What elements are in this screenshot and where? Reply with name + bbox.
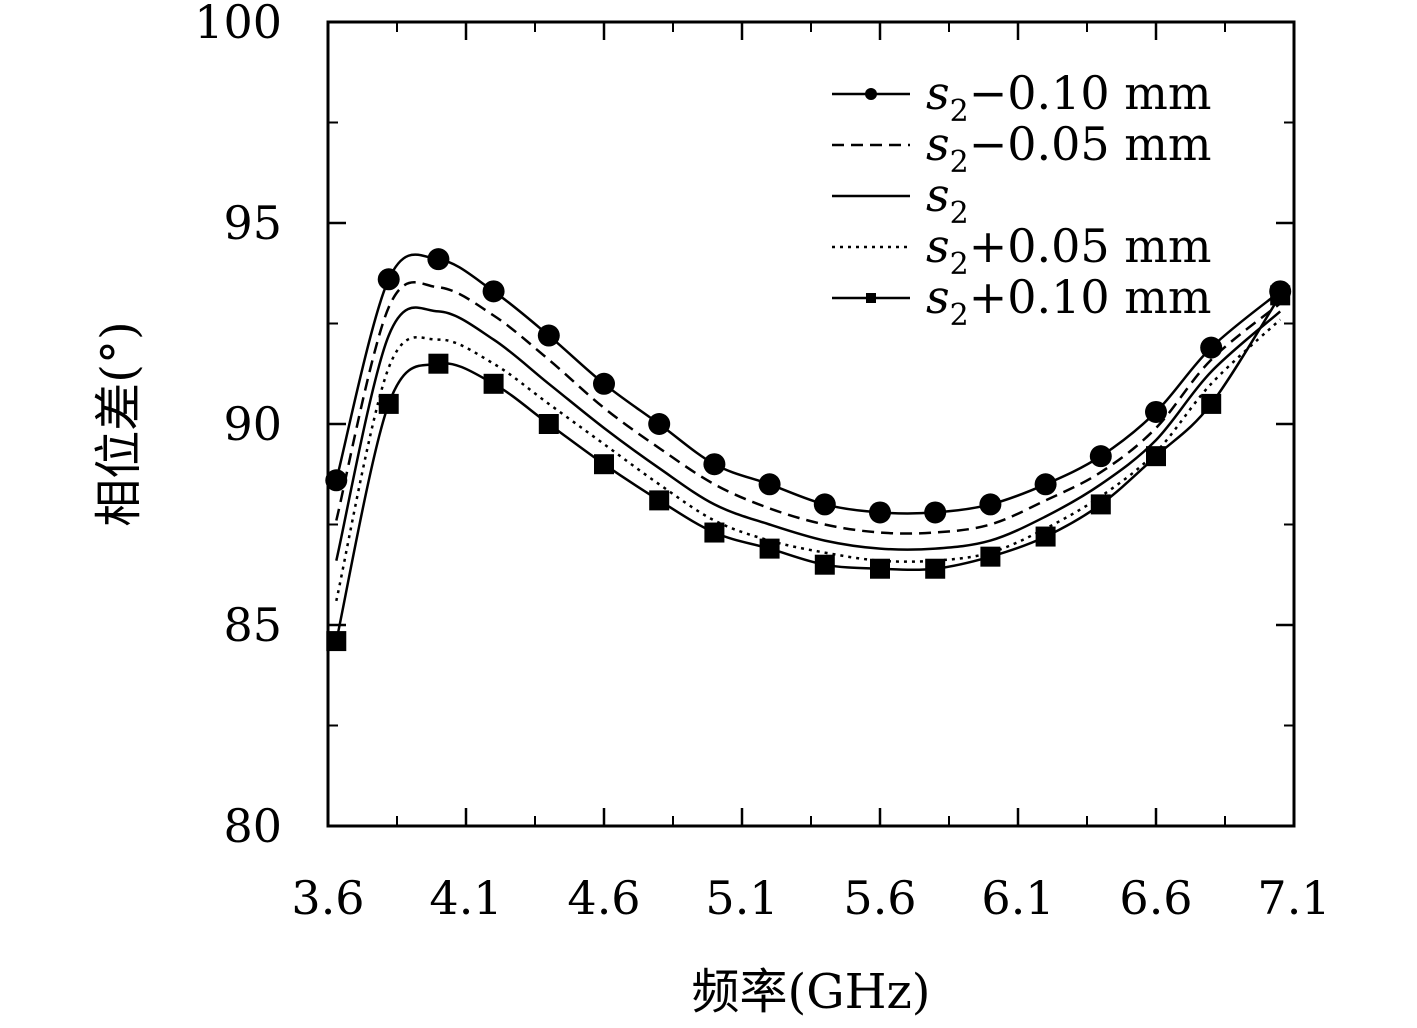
legend-entry: s2+0.05 mm bbox=[832, 219, 1212, 282]
data-point-square bbox=[649, 490, 670, 511]
series-3 bbox=[335, 318, 1282, 602]
y-tick-label: 100 bbox=[194, 0, 282, 49]
plot-frame bbox=[326, 20, 1296, 828]
data-point-circle bbox=[1200, 336, 1223, 359]
legend-entry: s2 bbox=[832, 168, 969, 231]
series-1 bbox=[335, 281, 1281, 535]
legend-label-subscript: 2 bbox=[950, 247, 969, 282]
y-tick-label: 80 bbox=[223, 799, 282, 853]
legend-label-variable: s bbox=[926, 168, 950, 222]
legend-label-subscript: 2 bbox=[950, 298, 969, 333]
data-point-circle bbox=[377, 268, 400, 291]
series-line bbox=[335, 281, 1281, 535]
legend-label: s2+0.05 mm bbox=[926, 219, 1212, 282]
data-point-square bbox=[594, 454, 614, 475]
legend-label: s2+0.10 mm bbox=[926, 270, 1212, 333]
x-tick-label: 4.6 bbox=[567, 871, 640, 925]
data-point-circle bbox=[703, 453, 726, 476]
data-point-circle bbox=[1089, 445, 1112, 468]
data-point-square bbox=[326, 631, 347, 652]
x-axis-label: 频率(GHz) bbox=[692, 964, 931, 1020]
legend-entry: s2−0.05 mm bbox=[832, 117, 1212, 180]
legend-label: s2−0.05 mm bbox=[926, 117, 1212, 180]
x-tick-label: 5.1 bbox=[705, 871, 778, 925]
legend-entry: s2−0.10 mm bbox=[832, 66, 1212, 129]
series-0 bbox=[325, 248, 1292, 524]
data-point-square bbox=[704, 522, 725, 543]
data-point-circle bbox=[593, 372, 615, 395]
legend-label: s2 bbox=[926, 168, 969, 231]
data-point-circle bbox=[1145, 400, 1167, 423]
data-point-circle bbox=[869, 501, 891, 524]
data-point-square bbox=[1090, 494, 1111, 515]
data-point-square bbox=[1035, 526, 1056, 547]
data-point-square bbox=[759, 538, 780, 559]
series-2 bbox=[335, 306, 1282, 561]
data-point-circle bbox=[924, 501, 947, 524]
legend-label-variable: s bbox=[926, 270, 950, 324]
legend-entry: s2+0.10 mm bbox=[832, 270, 1212, 333]
data-point-circle bbox=[758, 473, 781, 496]
data-point-circle bbox=[813, 493, 836, 516]
legend-label-variable: s bbox=[926, 219, 950, 273]
data-point-circle bbox=[648, 413, 671, 435]
data-point-square bbox=[538, 414, 559, 434]
data-point-square bbox=[925, 558, 946, 579]
x-tick-label: 3.6 bbox=[291, 871, 364, 925]
data-point-square bbox=[1146, 446, 1166, 467]
data-point-circle bbox=[537, 324, 560, 347]
legend-label-subscript: 2 bbox=[950, 196, 969, 231]
legend-marker-circle bbox=[865, 88, 877, 100]
y-axis-label: 相位差(°) bbox=[91, 321, 147, 526]
y-tick-label: 90 bbox=[223, 397, 282, 451]
legend-label-text: −0.10 mm bbox=[969, 66, 1212, 120]
x-tick-label: 7.1 bbox=[1257, 871, 1330, 925]
x-tick-labels: 3.6 4.1 4.6 5.1 5.6 6.1 6.6 7.1 bbox=[291, 871, 1330, 925]
data-point-square bbox=[1201, 393, 1222, 414]
series-layer bbox=[325, 248, 1292, 652]
data-point-square bbox=[980, 546, 1001, 567]
x-tick-label: 4.1 bbox=[429, 871, 502, 925]
legend-label-text: +0.05 mm bbox=[969, 219, 1212, 273]
data-point-circle bbox=[482, 280, 505, 303]
legend-label-variable: s bbox=[926, 117, 950, 171]
data-point-square bbox=[428, 353, 449, 374]
series-line bbox=[335, 318, 1282, 602]
x-tick-label: 6.6 bbox=[1119, 871, 1192, 925]
legend-label-variable: s bbox=[926, 66, 950, 120]
series-4 bbox=[326, 285, 1291, 652]
series-line bbox=[335, 306, 1282, 561]
x-tick-label: 5.6 bbox=[843, 871, 916, 925]
legend-label-text: −0.05 mm bbox=[969, 117, 1212, 171]
y-tick-label: 85 bbox=[223, 598, 282, 652]
legend-marker-square bbox=[866, 293, 876, 303]
data-point-circle bbox=[325, 469, 348, 492]
y-tick-label: 95 bbox=[223, 196, 282, 250]
data-point-circle bbox=[979, 493, 1002, 516]
data-point-square bbox=[814, 554, 835, 575]
data-point-circle bbox=[1034, 473, 1057, 496]
data-point-square bbox=[378, 393, 399, 414]
data-point-circle bbox=[427, 248, 450, 271]
data-point-square bbox=[483, 373, 504, 394]
legend-label-subscript: 2 bbox=[950, 145, 969, 180]
legend-label-subscript: 2 bbox=[950, 94, 969, 129]
legend-label-text: +0.10 mm bbox=[969, 270, 1212, 324]
y-tick-labels: 80 85 90 95 100 bbox=[194, 0, 282, 853]
x-tick-label: 6.1 bbox=[981, 871, 1054, 925]
data-point-square bbox=[870, 558, 890, 579]
data-point-square bbox=[1270, 285, 1291, 306]
legend-label: s2−0.10 mm bbox=[926, 66, 1212, 129]
